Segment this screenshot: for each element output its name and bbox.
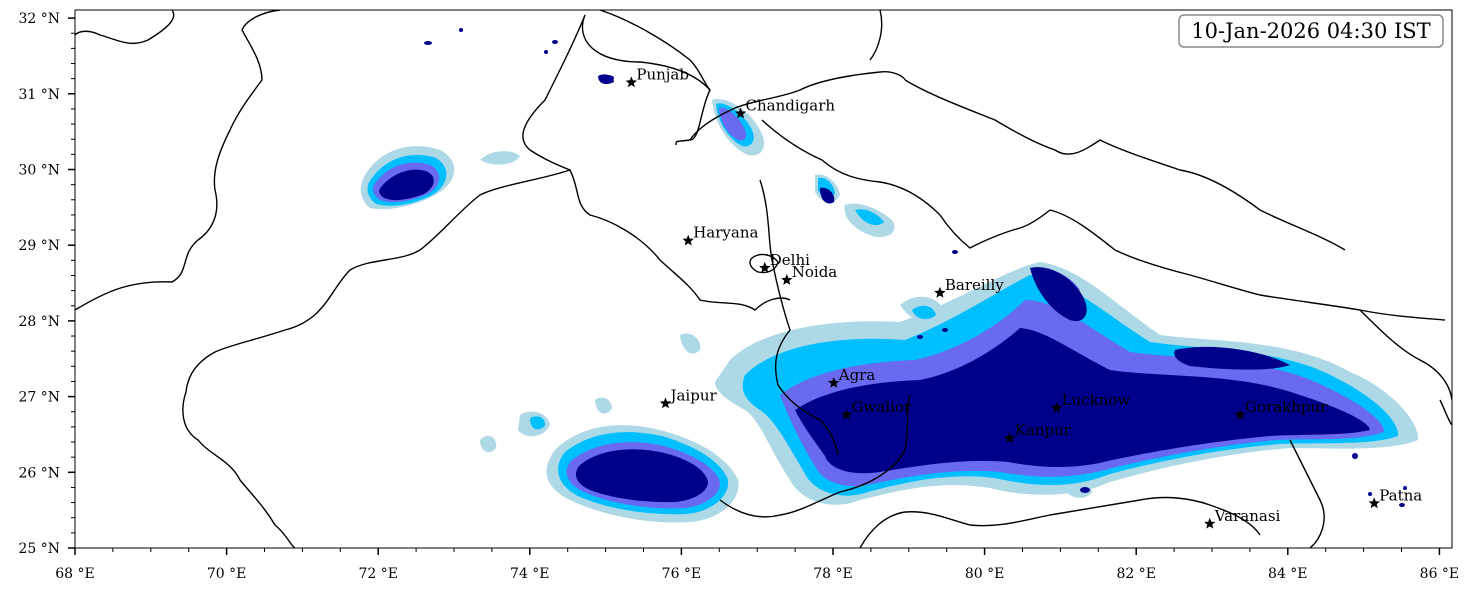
contour-level-4 — [379, 74, 1370, 503]
city-label: Agra — [838, 366, 876, 384]
city-label: Punjab — [636, 65, 689, 83]
lat-tick-label: 28 °N — [18, 314, 60, 330]
star-icon — [840, 408, 853, 420]
star-icon — [625, 76, 638, 88]
scattered-cells — [424, 28, 1407, 507]
city-label: Lucknow — [1062, 391, 1131, 409]
lon-tick-label: 82 °E — [1116, 566, 1155, 582]
pakistan-border-north — [75, 10, 175, 44]
star-icon — [1050, 402, 1063, 413]
lon-tick-label: 70 °E — [207, 566, 246, 582]
punjab-pak-border — [581, 14, 711, 146]
city-label: Gorakhpur — [1245, 398, 1328, 416]
star-icon — [1204, 517, 1216, 529]
star-icon — [659, 397, 672, 409]
star-icon — [682, 234, 694, 246]
city-label: Delhi — [770, 251, 810, 269]
city-marker-patna: Patna — [1368, 486, 1422, 509]
star-icon — [828, 377, 840, 388]
up-western-border — [759, 179, 839, 456]
pakistan-border — [75, 10, 281, 311]
city-marker-gorakhpur: Gorakhpur — [1234, 398, 1328, 420]
haryana-rajasthan-border — [569, 169, 791, 311]
city-marker-delhi: Delhi — [759, 251, 810, 273]
north-chandigarh — [689, 70, 906, 141]
city-label: Noida — [792, 263, 838, 281]
bihar-up-border — [1289, 439, 1325, 548]
delhi-border — [749, 253, 779, 274]
city-marker-gwalior: Gwalior — [840, 398, 912, 420]
star-icon — [734, 107, 747, 119]
city-marker-haryana: Haryana — [682, 224, 758, 246]
city-marker-chandigarh: Chandigarh — [734, 96, 836, 119]
uttarakhand-border — [761, 119, 1051, 249]
mp-border — [719, 394, 911, 518]
city-marker-agra: Agra — [828, 366, 875, 388]
star-icon — [781, 274, 793, 285]
lon-tick-label: 76 °E — [662, 566, 701, 582]
lat-tick-label: 27 °N — [18, 390, 60, 406]
lon-tick-label: 80 °E — [965, 566, 1004, 582]
lon-tick-label: 74 °E — [510, 566, 549, 582]
himachal-border — [599, 10, 711, 91]
city-label: Bareilly — [945, 276, 1004, 294]
axes-layer: 25 °N 26 °N 27 °N 28 °N 29 °N 30 °N 31 °N 32 °N… — [18, 11, 1459, 582]
star-icon — [1234, 408, 1246, 420]
international-border-west — [182, 14, 586, 548]
jk-border — [869, 10, 883, 61]
lon-tick-label: 72 °E — [358, 566, 397, 582]
city-label: Jaipur — [668, 386, 717, 404]
city-label: Kanpur — [1015, 421, 1072, 439]
nepal-north — [904, 79, 1346, 251]
east-edge-border — [1439, 399, 1452, 426]
lat-tick-label: 31 °N — [18, 87, 60, 103]
boundary-lines — [75, 10, 1452, 548]
lat-tick-label: 29 °N — [18, 238, 60, 254]
lat-tick-label: 26 °N — [18, 465, 60, 481]
city-marker-bareilly: Bareilly — [934, 276, 1004, 298]
lon-tick-label: 84 °E — [1268, 566, 1307, 582]
lat-tick-label: 30 °N — [18, 163, 60, 179]
nepal-border — [1049, 209, 1446, 321]
bihar-nepal — [1359, 309, 1452, 401]
city-marker-punjab: Punjab — [625, 65, 689, 88]
timestamp-box: 10-Jan-2026 04:30 IST — [1178, 14, 1444, 48]
lon-tick-label: 86 °E — [1420, 566, 1459, 582]
timestamp-text: 10-Jan-2026 04:30 IST — [1191, 19, 1430, 43]
city-marker-noida: Noida — [781, 263, 837, 285]
city-label: Varanasi — [1214, 507, 1281, 525]
city-marker-lucknow: Lucknow — [1050, 391, 1131, 413]
star-icon — [1003, 432, 1016, 444]
star-icon — [934, 286, 946, 298]
city-marker-jaipur: Jaipur — [659, 386, 717, 409]
lat-tick-label: 32 °N — [18, 11, 60, 27]
city-label: Gwalior — [852, 398, 912, 416]
map-frame — [74, 9, 1453, 549]
southern-border — [859, 496, 1261, 548]
lon-tick-label: 78 °E — [813, 566, 852, 582]
star-icon — [1368, 497, 1380, 509]
city-marker-kanpur: Kanpur — [1003, 421, 1072, 444]
city-label: Chandigarh — [746, 96, 836, 114]
city-label: Patna — [1379, 486, 1422, 504]
lon-tick-label: 68 °E — [55, 566, 94, 582]
star-icon — [759, 261, 771, 273]
city-label: Haryana — [693, 224, 758, 242]
city-marker-varanasi: Varanasi — [1204, 507, 1281, 529]
lat-tick-label: 25 °N — [18, 541, 60, 557]
